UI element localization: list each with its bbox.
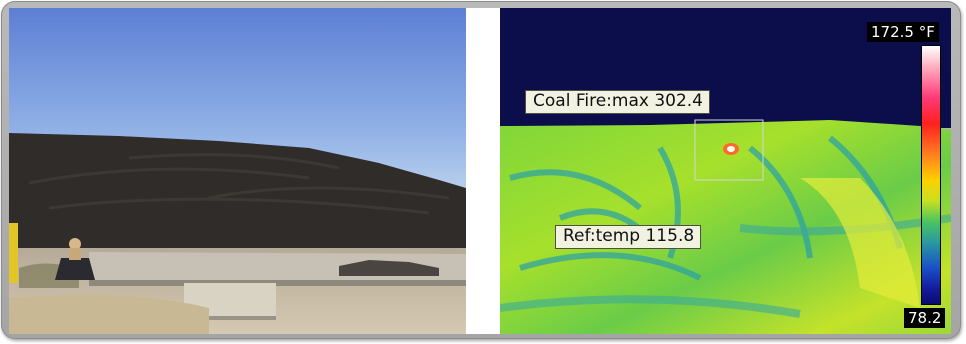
temperature-colorbar [921, 45, 941, 305]
visible-light-photo [9, 8, 466, 334]
thermal-image [500, 8, 951, 334]
coal-pile-texture [28, 153, 450, 215]
scale-max-temp: 172.5 °F [867, 22, 939, 42]
hot-spot-core [727, 146, 735, 152]
debris [339, 260, 439, 276]
panel-divider [466, 8, 500, 334]
yellow-marker [9, 223, 18, 283]
warm-area [800, 178, 920, 308]
thermal-pile [500, 120, 951, 334]
scale-min-temp: 78.2 [904, 308, 946, 328]
person-body [69, 248, 81, 260]
cool-streaks [509, 135, 903, 281]
person-sitting [55, 258, 95, 280]
ref-temp-label: Ref:temp 115.8 [555, 225, 702, 249]
gravel [9, 294, 209, 334]
coal-fire-max-label: Coal Fire:max 302.4 [525, 90, 710, 114]
hot-spot-box [694, 119, 764, 181]
person-head [69, 238, 81, 250]
concrete-block-shadow [184, 316, 276, 320]
wall-shadow [89, 280, 466, 286]
